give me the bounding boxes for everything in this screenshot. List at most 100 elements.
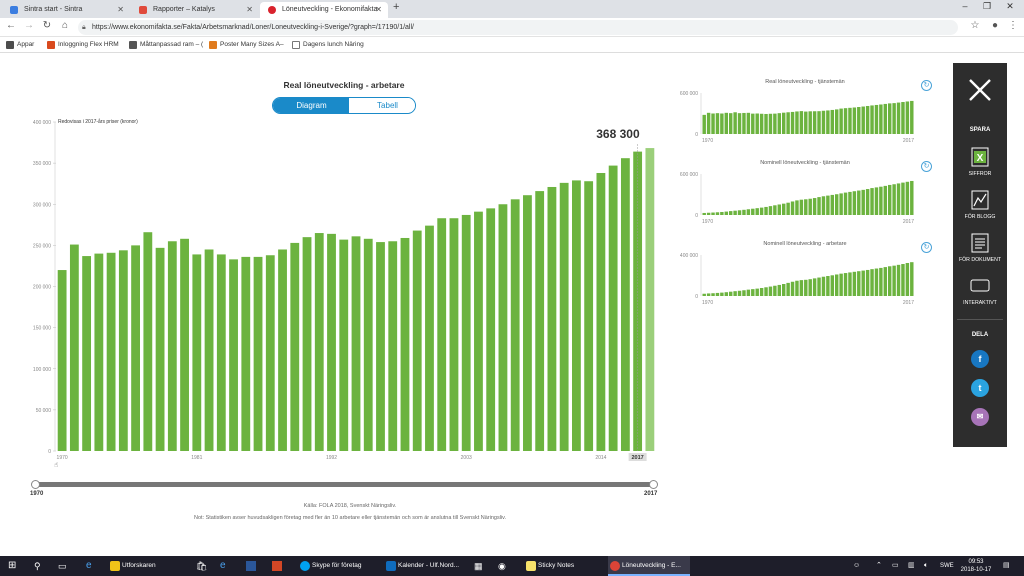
y-tick-label: 250 000 bbox=[33, 243, 51, 249]
table-tab[interactable]: Tabell bbox=[349, 98, 415, 113]
bar bbox=[887, 184, 892, 215]
switch-chart-icon[interactable]: ↻ bbox=[921, 242, 932, 253]
bar bbox=[755, 113, 759, 134]
bar bbox=[817, 277, 821, 296]
tab-katalys[interactable]: Rapporter – Katalys ✕ bbox=[131, 2, 259, 18]
people-icon[interactable]: ☺ bbox=[853, 562, 861, 569]
download-document-button[interactable]: FÖR DOKUMENT bbox=[953, 231, 1007, 267]
bar bbox=[351, 236, 361, 451]
taskbar-chrome[interactable]: Löneutveckling - E... bbox=[608, 556, 690, 576]
bookmark-dagens-lunch[interactable]: Dagens lunch Näring bbox=[292, 37, 364, 53]
bar bbox=[892, 103, 896, 134]
bookmark-poster[interactable]: Poster Many Sizes A– bbox=[209, 37, 284, 53]
mini-chart-nominal-tjanstemen[interactable]: 0 600 000 1970 2017 bbox=[670, 169, 920, 229]
menu-icon[interactable]: ⋮ bbox=[1008, 20, 1018, 31]
back-icon[interactable]: ← bbox=[6, 20, 16, 31]
bar bbox=[180, 238, 189, 451]
bar bbox=[510, 199, 520, 451]
bar bbox=[799, 111, 804, 134]
facebook-icon[interactable]: f bbox=[971, 350, 989, 368]
bar bbox=[106, 252, 116, 451]
diagram-tab[interactable]: Diagram bbox=[273, 98, 350, 113]
twitter-icon[interactable]: t bbox=[971, 379, 989, 397]
window-close-icon[interactable]: ✕ bbox=[1006, 1, 1014, 11]
bar bbox=[608, 165, 618, 451]
slider-start-handle[interactable] bbox=[31, 480, 40, 489]
bar bbox=[777, 284, 782, 296]
bookmark-appar[interactable]: Appar bbox=[6, 37, 34, 53]
ie-icon[interactable]: e bbox=[220, 560, 226, 571]
camera-icon[interactable]: ◉ bbox=[498, 561, 506, 571]
word-icon[interactable] bbox=[246, 556, 260, 576]
bookmark-star-icon[interactable]: ☆ bbox=[970, 20, 980, 31]
task-view-icon[interactable]: ▭ bbox=[58, 561, 67, 571]
bar bbox=[834, 274, 839, 296]
email-icon[interactable]: ✉︎ bbox=[971, 408, 989, 426]
bar bbox=[826, 276, 830, 296]
bookmark-flex-hrm[interactable]: Inloggning Flex HRM bbox=[47, 37, 119, 53]
bar bbox=[216, 254, 226, 451]
bar bbox=[764, 113, 768, 134]
bar bbox=[804, 279, 808, 296]
windows-start-icon[interactable]: ⊞ bbox=[8, 560, 17, 571]
close-tab-icon[interactable]: ✕ bbox=[375, 5, 382, 14]
bar bbox=[843, 108, 848, 134]
taskbar-outlook[interactable]: Kalender - Ulf.Nord... bbox=[384, 556, 470, 576]
bookmark-label: Dagens lunch Näring bbox=[303, 41, 364, 48]
bar bbox=[857, 190, 861, 215]
taskbar-explorer[interactable]: Utforskaren bbox=[108, 556, 192, 576]
powerpoint-icon[interactable] bbox=[272, 556, 286, 576]
bookmark-mattanpassad[interactable]: Måttanpassad ram – ( bbox=[129, 37, 203, 53]
minimize-icon[interactable]: – bbox=[962, 1, 968, 11]
embed-blog-button[interactable]: FÖR BLOGG bbox=[953, 188, 1007, 224]
year-range-slider[interactable] bbox=[34, 482, 655, 487]
calculator-icon[interactable]: ▦ bbox=[474, 561, 483, 571]
taskbar-skype[interactable]: Skype för företag bbox=[298, 556, 380, 576]
close-tab-icon[interactable]: ✕ bbox=[246, 5, 253, 14]
switch-chart-icon[interactable]: ↻ bbox=[921, 80, 932, 91]
volume-icon[interactable]: 🔈︎ bbox=[924, 562, 929, 569]
new-tab-icon[interactable]: + bbox=[393, 1, 400, 13]
bar bbox=[817, 197, 821, 215]
bar bbox=[728, 113, 733, 134]
switch-chart-icon[interactable]: ↻ bbox=[921, 161, 932, 172]
bar bbox=[865, 269, 870, 296]
bar bbox=[883, 185, 888, 215]
interactive-embed-button[interactable]: INTERAKTIVT bbox=[953, 274, 1007, 310]
edge-icon[interactable]: e bbox=[86, 560, 92, 571]
taskbar-sticky-notes[interactable]: Sticky Notes bbox=[524, 556, 604, 576]
bar bbox=[817, 111, 821, 134]
battery-icon[interactable]: ▭ bbox=[892, 562, 899, 569]
network-icon[interactable]: ▥ bbox=[908, 562, 915, 569]
tab-sintra[interactable]: Sintra start - Sintra ✕ bbox=[2, 2, 130, 18]
bar bbox=[388, 241, 398, 451]
clock[interactable]: 09:53 2018-10-17 bbox=[958, 558, 994, 574]
slider-end-handle[interactable] bbox=[649, 480, 658, 489]
search-icon[interactable]: ⚲ bbox=[34, 561, 41, 571]
bar bbox=[857, 271, 861, 296]
page-icon bbox=[292, 41, 300, 49]
store-icon[interactable]: 🛍︎ bbox=[196, 561, 208, 571]
maximize-icon[interactable]: ❐ bbox=[982, 1, 992, 11]
tab-ekonomifakta[interactable]: Löneutveckling - Ekonomifakta ✕ bbox=[260, 2, 388, 18]
close-tab-icon[interactable]: ✕ bbox=[117, 5, 124, 14]
close-icon[interactable] bbox=[967, 77, 993, 103]
bar bbox=[620, 158, 630, 451]
url-field[interactable]: 🔒︎ https://www.ekonomifakta.se/Fakta/Arb… bbox=[78, 20, 958, 35]
download-excel-button[interactable]: X SIFFROR bbox=[953, 145, 1007, 181]
bar bbox=[290, 242, 300, 451]
notifications-icon[interactable]: ▤ bbox=[1003, 562, 1010, 569]
language-indicator[interactable]: SWE bbox=[940, 563, 954, 569]
bar bbox=[910, 262, 914, 296]
bar bbox=[883, 267, 888, 296]
mini-chart-real-tjanstemen[interactable]: 0 600 000 1970 2017 bbox=[670, 88, 920, 148]
bar bbox=[363, 238, 373, 451]
mini-chart-nominal-arbetare[interactable]: 0 400 000 1970 2017 bbox=[670, 250, 920, 310]
show-hidden-icons-icon[interactable]: ⌃ bbox=[876, 562, 882, 569]
home-icon[interactable]: ⌂ bbox=[61, 20, 69, 31]
bar bbox=[82, 256, 92, 451]
profile-icon[interactable]: ● bbox=[991, 20, 999, 31]
reload-icon[interactable]: ↻ bbox=[42, 20, 52, 31]
forward-icon[interactable]: → bbox=[24, 20, 34, 31]
bar bbox=[204, 249, 214, 451]
